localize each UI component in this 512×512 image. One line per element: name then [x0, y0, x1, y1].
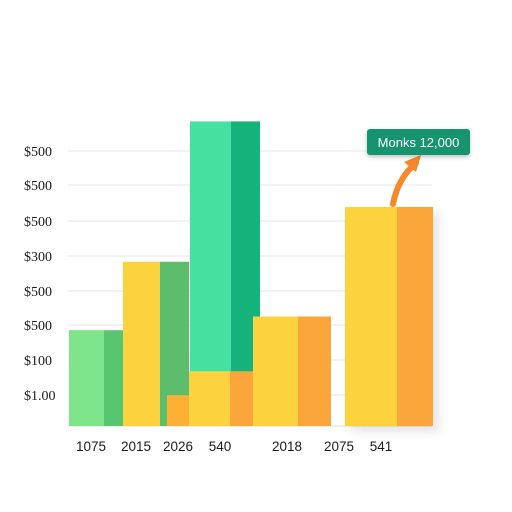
bar-face-left [167, 395, 189, 426]
callout-label: Monks 12,000 [378, 135, 460, 150]
bar-face-left [69, 330, 104, 426]
x-tick-label: 540 [209, 439, 232, 454]
bar [345, 206, 433, 426]
bar-face-left [345, 206, 397, 426]
y-tick-label: $1.00 [24, 389, 56, 404]
bars [69, 121, 433, 426]
bar [123, 261, 189, 426]
x-tick-label: 541 [370, 439, 393, 454]
bar-face-right [298, 316, 331, 426]
x-tick-label: 2075 [324, 439, 354, 454]
x-tick-label: 2015 [121, 439, 151, 454]
y-tick-label: $500 [24, 319, 52, 334]
bar [167, 395, 189, 426]
bar [189, 371, 253, 426]
annotation: Monks 12,000 [367, 129, 470, 207]
bar [69, 330, 123, 426]
callout-arrowhead [404, 155, 421, 172]
callout-box [367, 129, 470, 155]
y-tick-label: $100 [24, 354, 52, 369]
bar [253, 316, 331, 426]
y-tick-label: $500 [24, 145, 52, 160]
x-tick-label: 2018 [272, 439, 302, 454]
x-tick-label: 2026 [163, 439, 193, 454]
x-axis-tick-labels: 1075 2015 2026 540 2018 2075 541 [76, 439, 392, 454]
bar-face-right [230, 371, 253, 426]
bar-face-left [253, 316, 298, 426]
x-tick-label: 1075 [76, 439, 106, 454]
bar-face-left [123, 261, 160, 426]
y-tick-label: $500 [24, 285, 52, 300]
callout-arrow [390, 160, 419, 207]
y-tick-label: $500 [24, 179, 52, 194]
bar-face-left [189, 371, 230, 426]
bar-face-right [104, 330, 123, 426]
bar-face-right [397, 206, 433, 426]
y-axis-tick-labels: $500 $500 $500 $300 $500 $500 $100 $1.00 [24, 145, 56, 404]
y-tick-label: $300 [24, 250, 52, 265]
y-tick-label: $500 [24, 215, 52, 230]
